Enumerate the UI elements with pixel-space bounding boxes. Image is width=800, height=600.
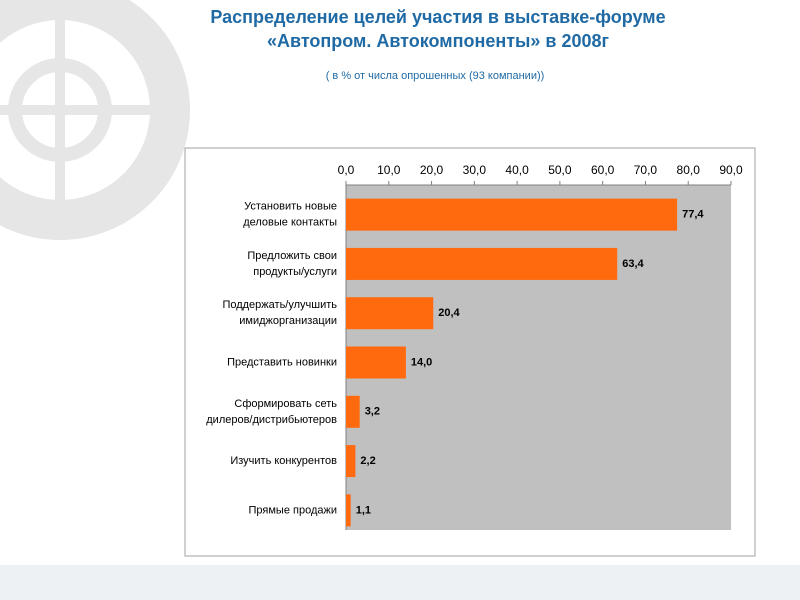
x-tick-label: 60,0: [591, 163, 615, 177]
bar: [346, 346, 406, 379]
value-label: 63,4: [622, 258, 644, 270]
category-label: Представить новинки: [227, 356, 337, 368]
x-tick-label: 40,0: [505, 163, 529, 177]
x-tick-label: 70,0: [634, 163, 658, 177]
category-label: Прямые продажи: [249, 504, 338, 516]
x-tick-label: 50,0: [548, 163, 572, 177]
plot-area: [346, 185, 731, 530]
category-label: Сформировать сеть дилеров/дистрибьютеров: [206, 398, 337, 426]
value-label: 2,2: [360, 455, 375, 467]
slide-title: Распределение целей участия в выставке-ф…: [210, 7, 665, 51]
x-tick-label: 0,0: [338, 163, 355, 177]
value-label: 3,2: [365, 406, 380, 418]
bar: [346, 247, 618, 280]
bar: [346, 494, 351, 527]
x-tick-label: 80,0: [677, 163, 701, 177]
value-label: 1,1: [356, 504, 371, 516]
category-label: Предложить свои продукты/услуги: [247, 250, 337, 278]
bar: [346, 198, 678, 231]
x-tick-label: 30,0: [463, 163, 487, 177]
category-label: Поддержать/улучшить имиджорганизации: [222, 299, 337, 327]
bar: [346, 395, 360, 428]
value-label: 14,0: [411, 356, 432, 368]
subtitle: ( в % от числа опрошенных (93 компании)): [326, 70, 545, 82]
x-tick-label: 90,0: [719, 163, 743, 177]
x-tick-label: 20,0: [420, 163, 444, 177]
gear-decoration: [0, 0, 190, 240]
bar: [346, 297, 434, 330]
footer-band: [0, 565, 800, 600]
bar: [346, 445, 356, 478]
category-label: Установить новые деловые контакты: [243, 201, 337, 229]
x-tick-label: 10,0: [377, 163, 401, 177]
value-label: 20,4: [438, 307, 460, 319]
value-label: 77,4: [682, 209, 704, 221]
category-label: Изучить конкурентов: [230, 455, 337, 467]
